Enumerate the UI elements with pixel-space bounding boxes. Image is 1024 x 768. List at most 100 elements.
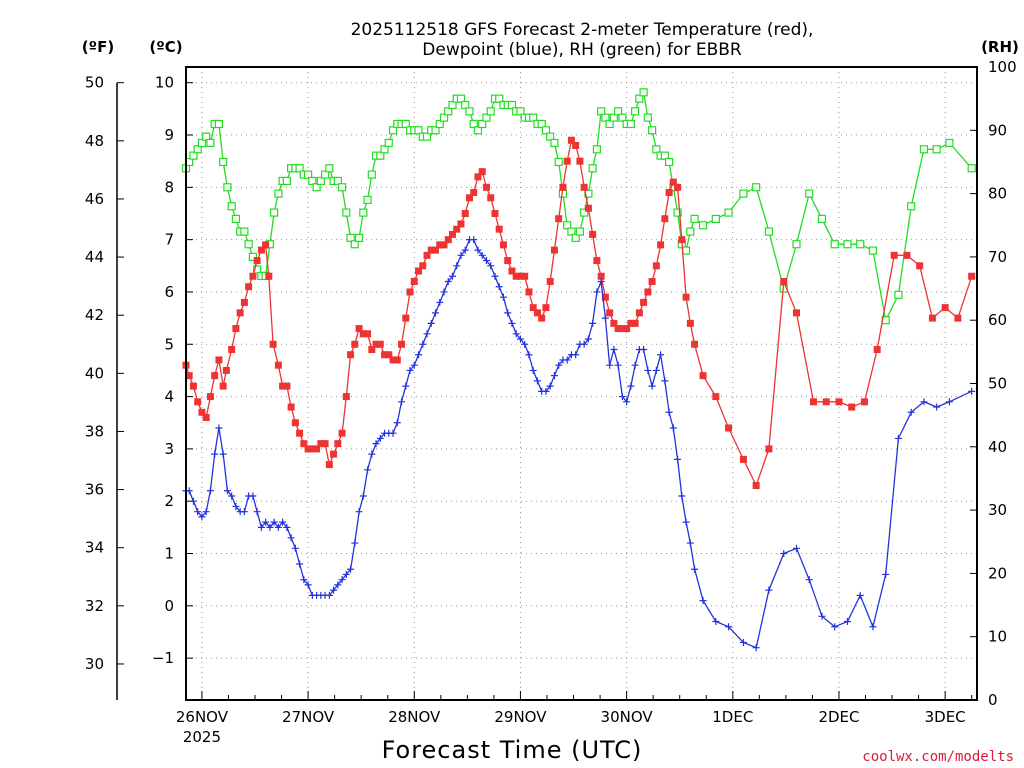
- dewpoint-point: [334, 581, 342, 589]
- time-axis: 26NOV 2025 27NOV 28NOV 29NOV 30NOV 1DEC 2DEC 3DE…: [176, 708, 966, 746]
- dewpoint-point: [402, 382, 410, 390]
- dewpoint-point: [525, 351, 533, 359]
- dewpoint-point: [300, 576, 308, 584]
- relative-humidity-point: [206, 138, 215, 148]
- dewpoint-point: [601, 314, 609, 322]
- 2-meter-temperature-point: [516, 272, 524, 280]
- 2-meter-temperature-point: [249, 272, 257, 280]
- rh-tick-label: 80: [988, 185, 1007, 203]
- 2-meter-temperature-point: [236, 309, 244, 317]
- dewpoint-point: [610, 345, 618, 353]
- relative-humidity-point: [240, 227, 249, 236]
- 2-meter-temperature-point: [860, 398, 868, 406]
- 2-meter-temperature-point: [903, 251, 911, 259]
- 2-meter-temperature-point: [347, 351, 355, 359]
- 2-meter-temperature-point: [567, 136, 575, 144]
- dewpoint-point: [415, 351, 423, 359]
- relative-humidity-point: [270, 208, 279, 217]
- celsius-tick-label: 10: [155, 74, 174, 92]
- dewpoint-point: [304, 581, 312, 589]
- 2-meter-temperature-point: [296, 429, 304, 437]
- relative-humidity-point: [384, 138, 393, 148]
- 2-meter-temperature-point: [330, 450, 338, 458]
- relative-humidity-point: [752, 183, 761, 192]
- relative-humidity-point: [652, 145, 661, 154]
- dewpoint-point: [283, 523, 291, 531]
- 2-meter-temperature-point: [398, 340, 406, 348]
- 2-meter-temperature-point: [941, 304, 949, 312]
- relative-humidity-point: [894, 290, 903, 299]
- dewpoint-point: [869, 623, 877, 631]
- dewpoint-point: [546, 382, 554, 390]
- 2-meter-temperature-point: [572, 141, 580, 149]
- relative-humidity-point: [817, 214, 827, 224]
- relative-humidity-point: [465, 107, 474, 116]
- relative-humidity-point: [197, 138, 207, 148]
- 2-meter-temperature-point: [372, 340, 380, 348]
- relative-humidity-point: [673, 208, 682, 217]
- dewpoint-point: [355, 508, 363, 516]
- relative-humidity-point: [495, 94, 504, 103]
- chart-title-line-2: Dewpoint (blue), RH (green) for EBBR: [422, 40, 742, 60]
- fahrenheit-tick-label: 36: [85, 481, 104, 499]
- relative-humidity-point: [202, 132, 211, 141]
- relative-humidity-point: [830, 240, 839, 249]
- dewpoint-point: [253, 508, 261, 516]
- 2-meter-temperature-point: [240, 298, 248, 306]
- celsius-tick-label: 7: [164, 231, 174, 249]
- relative-humidity-point: [414, 126, 423, 135]
- dewpoint-point: [516, 335, 524, 343]
- 2-meter-temperature-point: [968, 272, 976, 280]
- dewpoint-point: [342, 570, 350, 578]
- 2-meter-temperature-point: [478, 168, 486, 176]
- dewpoint-point: [223, 487, 231, 495]
- 2-meter-temperature-point: [533, 309, 541, 317]
- celsius-tick-label: −1: [152, 649, 174, 667]
- 2-meter-temperature-point: [406, 288, 414, 296]
- dewpoint-point: [232, 502, 240, 510]
- dewpoint-point: [661, 377, 669, 385]
- relative-humidity-point: [354, 233, 364, 243]
- 2-meter-temperature-point: [465, 194, 473, 202]
- rh-tick-label: 100: [988, 58, 1017, 76]
- dewpoint-point: [202, 508, 210, 516]
- x-tick-label: 30NOV: [601, 708, 654, 726]
- dewpoint-point: [805, 576, 813, 584]
- dewpoint-point: [665, 408, 673, 416]
- 2-meter-temperature-point: [253, 257, 261, 265]
- dewpoint-point: [584, 335, 592, 343]
- 2-meter-temperature-series: [182, 136, 976, 490]
- relative-humidity-point: [473, 126, 483, 135]
- dewpoint-point: [818, 612, 826, 620]
- 2-meter-temperature-point: [928, 314, 936, 322]
- 2-meter-temperature-point: [669, 178, 677, 186]
- 2-meter-temperature-point: [665, 189, 673, 197]
- relative-humidity-point: [401, 119, 410, 129]
- 2-meter-temperature-point: [644, 288, 652, 296]
- relative-humidity-point: [792, 240, 801, 249]
- 2-meter-temperature-point: [793, 309, 801, 317]
- 2-meter-temperature-point: [495, 225, 503, 233]
- rh-tick-label: 60: [988, 311, 1007, 329]
- relative-humidity-point: [248, 252, 257, 261]
- dewpoint-point: [206, 487, 214, 495]
- relative-humidity-point: [626, 119, 635, 129]
- 2-meter-temperature-point: [219, 382, 227, 390]
- 2-meter-temperature-point: [262, 241, 270, 249]
- 2-meter-temperature-point: [440, 241, 448, 249]
- relative-humidity-point: [554, 157, 563, 167]
- dewpoint-point: [325, 591, 333, 599]
- dewpoint-point: [461, 246, 469, 254]
- relative-humidity-point: [660, 151, 669, 160]
- 2-meter-temperature-point: [189, 382, 197, 390]
- dewpoint-point: [198, 513, 206, 521]
- relative-humidity-point: [363, 195, 372, 205]
- 2-meter-temperature-point: [559, 183, 567, 191]
- dewpoint-point: [291, 544, 299, 552]
- 2-meter-temperature-point: [584, 204, 592, 212]
- 2-meter-temperature-point: [661, 215, 669, 223]
- 2-meter-temperature-point: [402, 314, 410, 322]
- 2-meter-temperature-point: [321, 440, 329, 448]
- celsius-tick-label: 5: [164, 335, 174, 353]
